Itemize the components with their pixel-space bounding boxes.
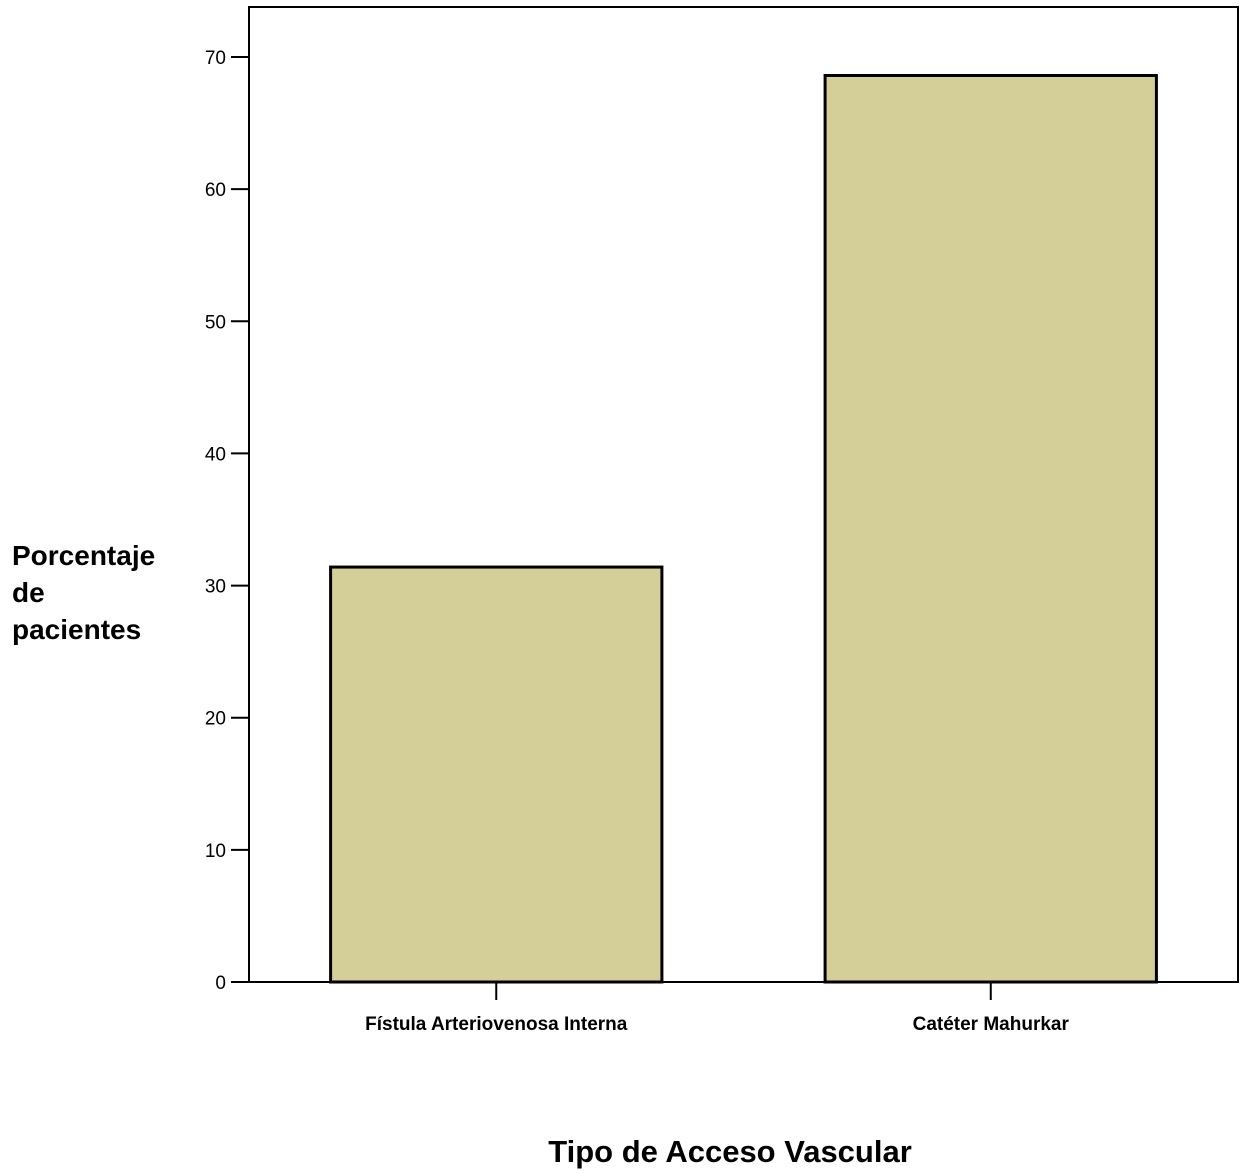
y-tick-label: 60 bbox=[205, 180, 226, 201]
bars bbox=[329, 74, 1158, 984]
x-axis-label: Tipo de Acceso Vascular bbox=[548, 1134, 912, 1169]
y-axis-label-line-2: de bbox=[12, 577, 45, 608]
x-axis: Fístula Arteriovenosa Interna Catéter Mah… bbox=[249, 981, 1238, 1035]
y-axis-label-line-1: Porcentaje bbox=[12, 540, 156, 571]
y-tick-label: 30 bbox=[205, 577, 226, 598]
y-axis-label-line-3: pacientes bbox=[12, 614, 142, 645]
y-tick-label: 10 bbox=[205, 841, 226, 862]
y-tick-label: 70 bbox=[205, 48, 226, 69]
x-tick-label: Fístula Arteriovenosa Interna bbox=[365, 1014, 628, 1035]
bar bbox=[329, 565, 664, 984]
y-tick-label: 40 bbox=[205, 444, 226, 465]
y-axis-label: Porcentaje de pacientes bbox=[12, 537, 202, 648]
bar bbox=[823, 74, 1158, 984]
y-tick-label: 0 bbox=[215, 973, 226, 994]
y-axis: 0 10 20 30 40 50 60 70 bbox=[205, 48, 249, 994]
x-tick-label: Catéter Mahurkar bbox=[913, 1014, 1070, 1035]
y-tick-label: 50 bbox=[205, 312, 226, 333]
y-tick-label: 20 bbox=[205, 709, 226, 730]
